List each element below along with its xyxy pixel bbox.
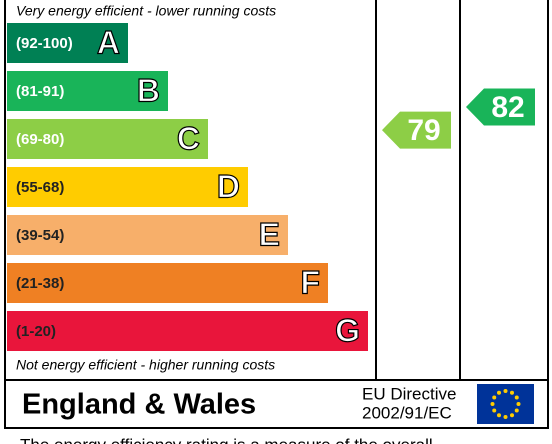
star [492, 395, 497, 400]
band-letter: F [300, 264, 320, 300]
bottom-note: Not energy efficient - higher running co… [16, 357, 275, 373]
rating-value: 79 [407, 114, 440, 147]
band [7, 71, 168, 111]
eu-flag [477, 384, 534, 424]
band [7, 215, 288, 255]
rating-arrow [382, 111, 451, 149]
band [7, 263, 328, 303]
band-letter: A [97, 24, 120, 60]
band-range: (21-38) [16, 275, 64, 292]
band-letter: D [217, 168, 240, 204]
star [497, 413, 501, 418]
band-range: (1-20) [16, 323, 56, 340]
directive: EU Directive [362, 384, 456, 403]
band [7, 311, 368, 351]
rating-arrow [466, 88, 535, 126]
band-range: (69-80) [16, 131, 64, 148]
star [514, 408, 519, 413]
directive: 2002/91/EC [362, 403, 452, 422]
star [503, 415, 508, 419]
rating-value: 82 [491, 91, 524, 124]
band-letter: G [335, 312, 360, 348]
star [492, 408, 497, 413]
star [516, 402, 521, 406]
band-range: (92-100) [16, 35, 73, 52]
band-range: (81-91) [16, 83, 64, 100]
star [514, 395, 519, 400]
band [7, 167, 248, 207]
top-note: Very energy efficient - lower running co… [16, 3, 276, 19]
band-letter: C [177, 120, 200, 156]
star [510, 413, 514, 418]
frame [4, 0, 549, 429]
star [510, 390, 514, 395]
footnote: The energy efficiency rating is a measur… [20, 435, 433, 444]
region: England & Wales [22, 389, 256, 421]
star [503, 389, 508, 393]
star [497, 390, 501, 395]
band-range: (55-68) [16, 179, 64, 196]
band-letter: E [259, 216, 280, 252]
band-range: (39-54) [16, 227, 64, 244]
star [490, 402, 495, 406]
band-letter: B [137, 72, 160, 108]
band [7, 119, 208, 159]
band [7, 23, 128, 63]
